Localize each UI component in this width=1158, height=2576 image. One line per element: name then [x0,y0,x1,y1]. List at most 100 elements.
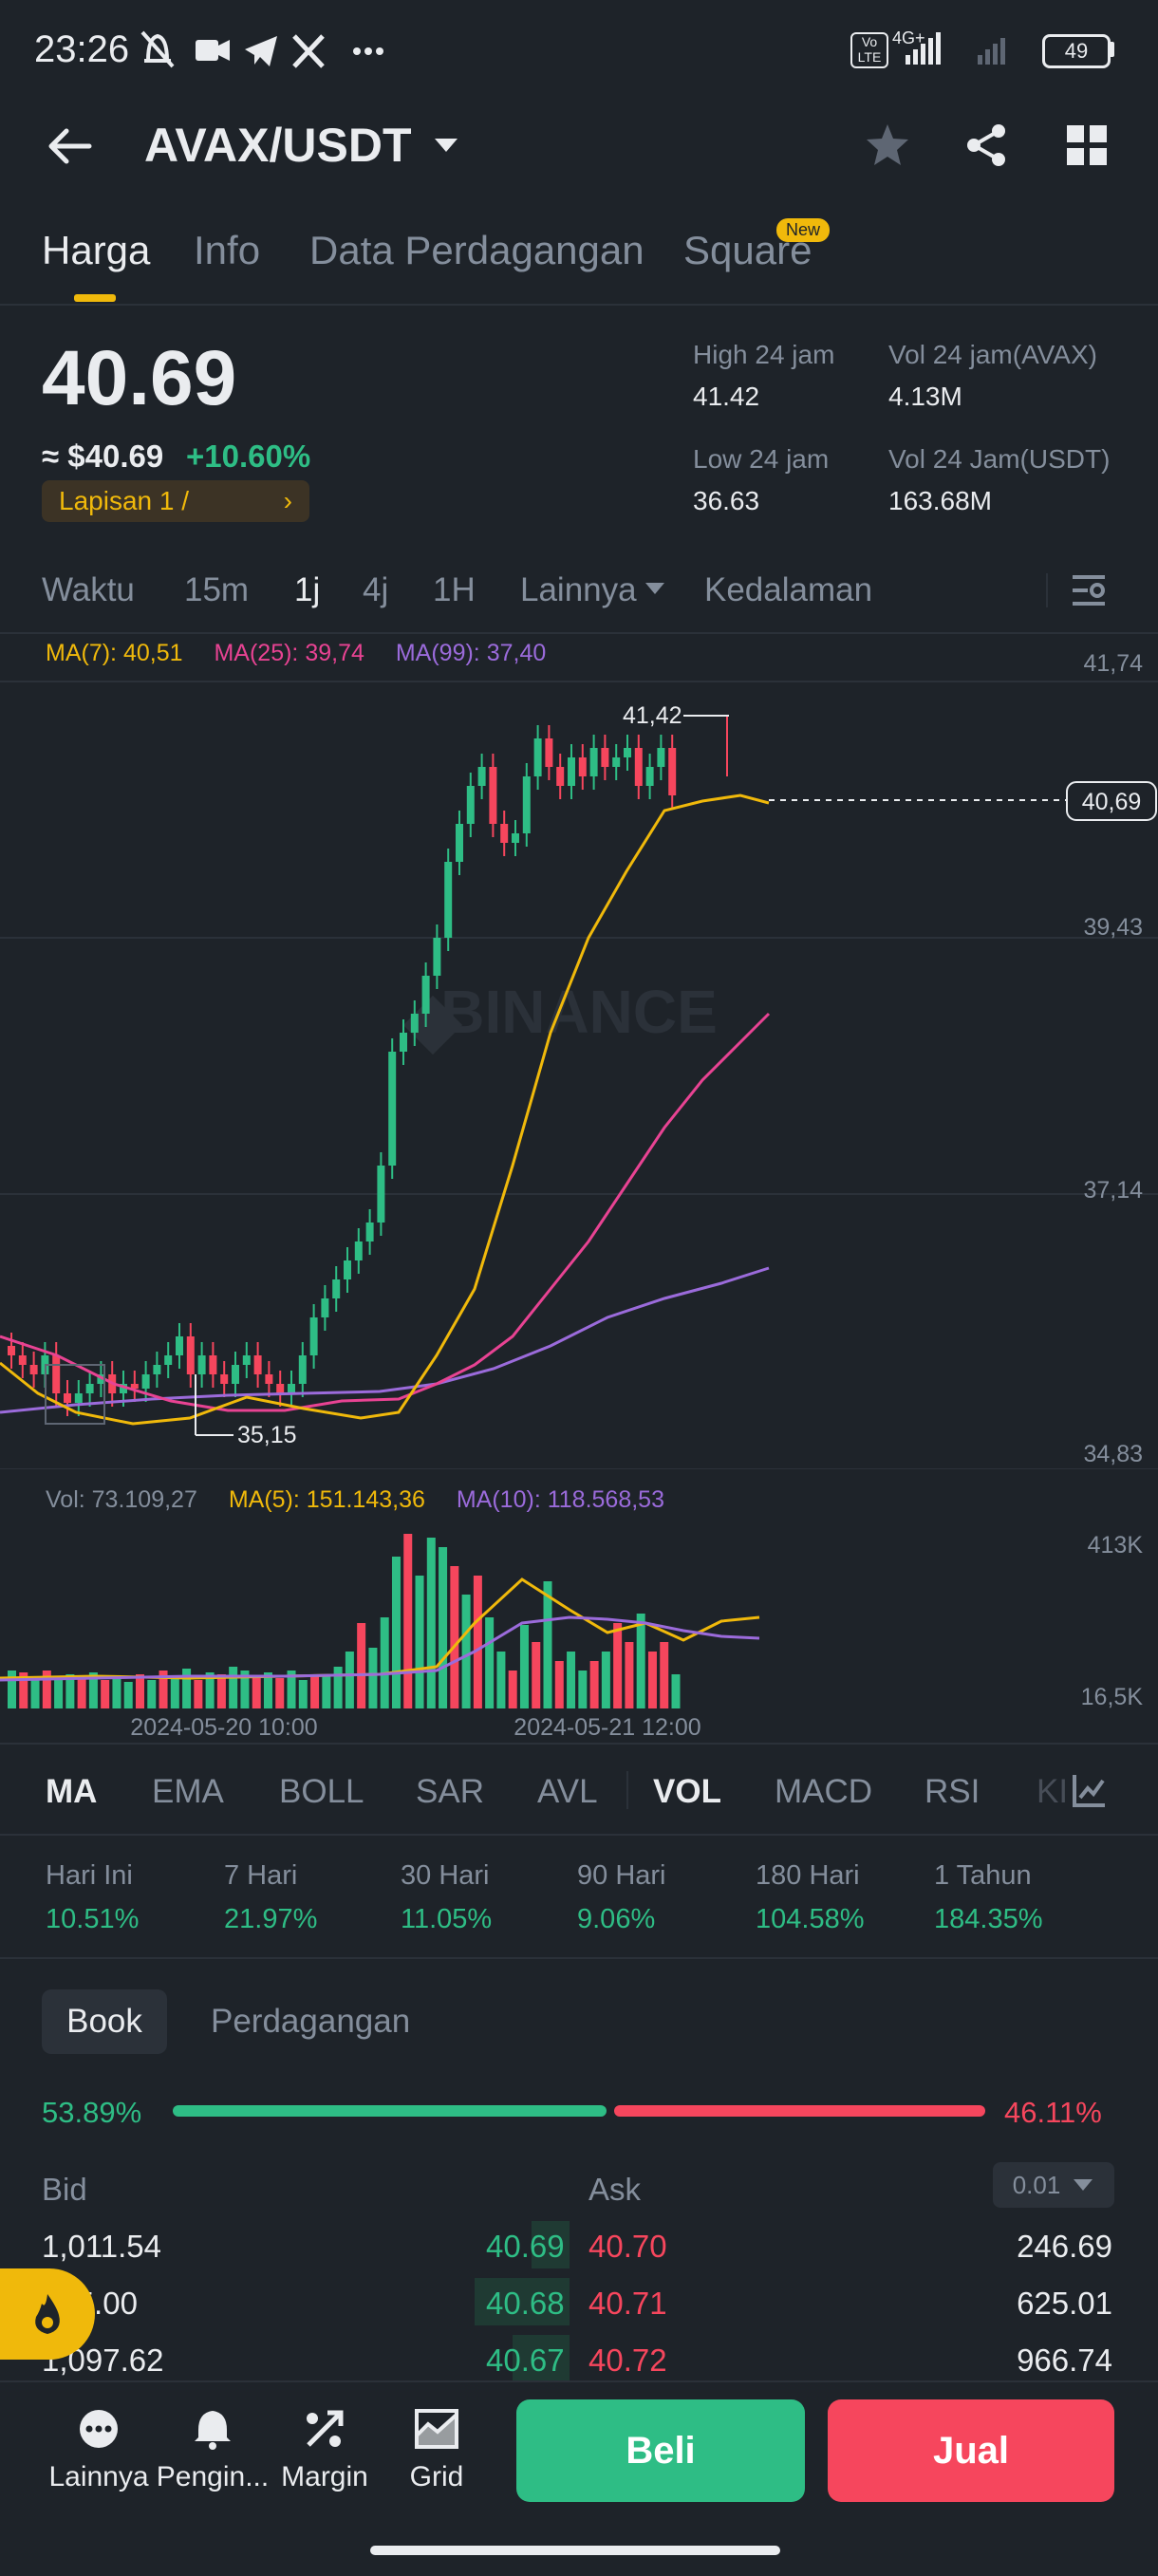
interval-15m[interactable]: 15m [184,571,250,608]
candle-body [344,1260,351,1279]
indicator-chart-icon[interactable] [1071,1771,1109,1809]
perf-value-today: 10.51% [46,1904,140,1934]
price-chart[interactable]: BINANCE 41,42 35,15 40,69 41,74 39,43 37… [0,634,1158,1469]
bid-price-2[interactable]: 40.68 [486,2286,565,2321]
volume-bar [403,1534,413,1708]
volume-bar [65,1674,75,1708]
volume-bar [252,1676,261,1708]
nav-pengingat[interactable]: Pengin... [156,2407,270,2493]
candle-body [522,776,531,833]
interval-1j[interactable]: 1j [294,571,321,608]
volume-bar [263,1672,272,1708]
interval-kedalaman[interactable]: Kedalaman [704,571,873,608]
candle-body [489,767,497,824]
volume-bar [112,1676,121,1708]
interval-4j[interactable]: 4j [363,571,389,608]
nav-lainnya[interactable]: Lainnya [42,2407,156,2493]
back-arrow-icon[interactable] [46,125,93,167]
vol-ma10-line [0,1615,760,1682]
volume-bar [508,1671,517,1708]
indicator-vol[interactable]: VOL [653,1773,721,1810]
precision-select[interactable]: 0.01 [993,2162,1114,2208]
nav-lainnya-label: Lainnya [48,2461,149,2492]
volume-bar [345,1652,354,1708]
indicator-avl[interactable]: AVL [537,1773,598,1810]
volume-bar [473,1576,482,1708]
candle-body [265,1374,273,1384]
share-icon[interactable] [962,121,1010,169]
interval-lainnya[interactable]: Lainnya [520,571,637,608]
ask-price-1[interactable]: 40.70 [588,2229,667,2264]
perf-value-90d: 9.06% [577,1904,656,1934]
indicator-sar[interactable]: SAR [416,1773,484,1810]
nav-margin[interactable]: Margin [268,2407,382,2493]
indicator-ema[interactable]: EMA [152,1773,224,1810]
perf-value-7d: 21.97% [224,1904,318,1934]
tab-info[interactable]: Info [194,228,261,272]
candle-body [545,738,553,767]
ask-price-3[interactable]: 40.72 [588,2343,667,2378]
ma25-line [0,1012,771,1412]
interval-waktu[interactable]: Waktu [42,571,135,608]
candle-body [500,824,509,843]
volume-bar [170,1676,179,1708]
precision-value: 0.01 [1012,2170,1061,2199]
buy-button[interactable]: Beli [516,2399,805,2502]
more-dots-icon [353,47,383,55]
volume-chart[interactable]: 413K 16,5K 2024-05-20 10:00 2024-05-21 1… [0,1519,1158,1746]
hot-floating-button[interactable] [0,2268,95,2360]
perf-value-180d: 104.58% [756,1904,865,1934]
low-value: 36.63 [693,486,760,515]
ma-legend: MA(7): 40,51 MA(25): 39,74 MA(99): 37,40 [46,640,546,667]
caret-down-icon [434,139,458,152]
volume-bar [123,1682,133,1708]
candle-body [232,1365,239,1384]
ask-price-2[interactable]: 40.71 [588,2286,667,2321]
ask-header: Ask [588,2172,642,2207]
vol-quote-label: Vol 24 Jam(USDT) [888,444,1111,474]
notification-icons [140,30,383,68]
candle-body [164,1355,173,1365]
chart-settings-icon[interactable] [1069,571,1109,609]
bid-price-3[interactable]: 40.67 [486,2343,565,2378]
candle-body [153,1365,161,1374]
volume-bar [322,1676,331,1708]
indicator-macd[interactable]: MACD [775,1773,873,1810]
tab-book[interactable]: Book [42,1989,167,2054]
tab-harga[interactable]: Harga [42,228,151,272]
grid-menu-icon[interactable] [1065,123,1109,167]
star-icon[interactable] [864,121,911,169]
candle-body [601,748,609,767]
indicator-boll[interactable]: BOLL [279,1773,364,1810]
indicator-ma[interactable]: MA [46,1773,98,1810]
vol-axis-bottom: 16,5K [1081,1684,1144,1710]
last-price: 40.69 [42,335,237,421]
video-icon [196,40,230,61]
pair-selector[interactable]: AVAX/USDT [144,118,465,173]
volume-bar [625,1642,634,1708]
category-tag[interactable]: Lapisan 1 / › [42,480,309,522]
perf-value-30d: 11.05% [401,1904,493,1934]
candle-body [298,1355,307,1384]
bid-price-1[interactable]: 40.69 [486,2229,565,2264]
interval-1h[interactable]: 1H [433,571,476,608]
vol-legend: Vol: 73.109,27 MA(5): 151.143,36 MA(10):… [46,1486,664,1514]
indicator-rsi[interactable]: RSI [925,1773,981,1810]
tab-perdagangan[interactable]: Perdagangan [211,2003,411,2040]
candle-body [612,757,621,767]
candle-body [512,833,519,843]
margin-icon [307,2410,344,2447]
sell-button[interactable]: Jual [828,2399,1114,2502]
candle-body [52,1355,61,1393]
ratio-bar [173,2105,985,2117]
indicator-kdj[interactable]: KI [1037,1773,1069,1810]
candle-body [578,757,587,776]
candle-body [634,748,643,786]
candle-body [657,748,665,767]
nav-grid[interactable]: Grid [380,2407,494,2493]
candle-body [421,976,430,1014]
candle-body [97,1374,105,1384]
volume-bar [19,1672,28,1708]
tab-data-perdagangan[interactable]: Data Perdagangan [309,228,644,272]
candle-body [624,748,631,757]
